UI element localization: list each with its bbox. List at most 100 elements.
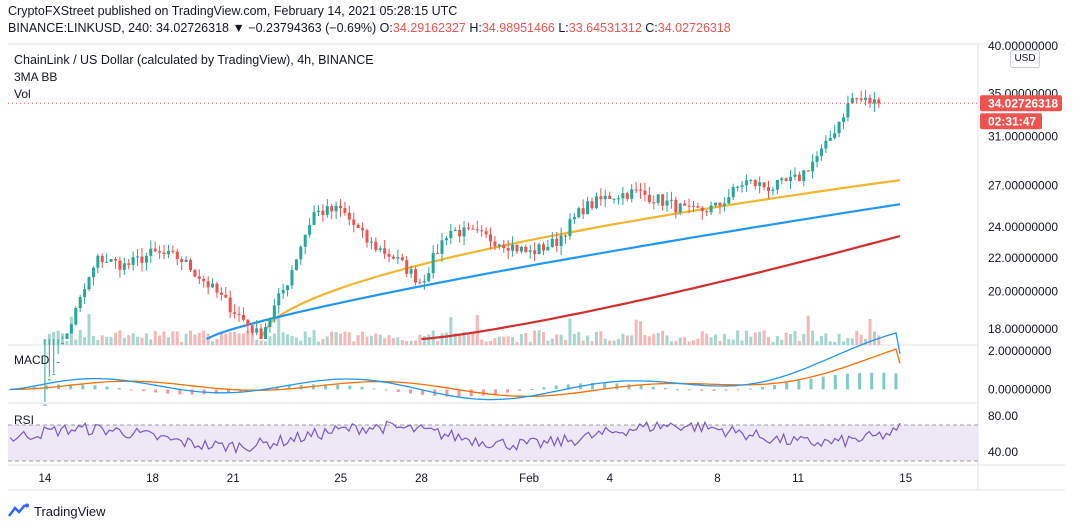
moving-averages <box>205 179 901 341</box>
volume-bar <box>352 341 356 345</box>
candle-body <box>391 256 395 259</box>
candle-body <box>656 194 660 203</box>
volume-bar <box>330 331 334 345</box>
indicator-vol[interactable]: Vol <box>14 87 31 101</box>
candle-body <box>665 200 669 206</box>
macd-histogram-bar <box>287 385 291 390</box>
price-change: 34.02726318 ▼ −0.23794363 (−0.69%) <box>155 21 377 35</box>
price-axis-tick: 20.00000000 <box>988 285 1058 299</box>
ohlc-header: BINANCE:LINKUSD, 240: 34.02726318 ▼ −0.2… <box>8 21 731 35</box>
candle-body <box>219 292 223 295</box>
macd-histogram-bar <box>384 389 388 391</box>
candle-body <box>528 250 532 252</box>
volume-bar <box>714 334 718 345</box>
candle-body <box>572 217 576 220</box>
volume-bar <box>365 336 369 345</box>
volume-bar <box>343 331 347 345</box>
volume-bar <box>383 338 387 345</box>
candle-body <box>343 208 347 213</box>
volume-bar <box>775 336 779 345</box>
volume-bar <box>528 341 532 345</box>
tradingview-brand[interactable]: TradingView <box>8 503 106 520</box>
candle-body <box>758 182 762 187</box>
candle-body <box>356 224 360 228</box>
candle-body <box>171 250 175 252</box>
volume-bar <box>581 340 585 345</box>
symbol-interval: BINANCE:LINKUSD, 240 <box>8 21 150 35</box>
volume-bar <box>533 330 537 345</box>
candle-body <box>625 193 629 199</box>
moving-average-line <box>421 234 901 341</box>
volume-bar <box>877 335 881 345</box>
candle-body <box>506 248 510 251</box>
volume-bar <box>541 331 545 345</box>
candle-body <box>202 278 206 282</box>
volume-bar <box>131 333 135 345</box>
rsi-title[interactable]: RSI <box>14 413 35 427</box>
candle-body <box>683 203 687 206</box>
volume-bar <box>215 338 219 345</box>
time-axis-tick: 25 <box>334 473 347 485</box>
candle-body <box>674 199 678 213</box>
volume-bar <box>665 335 669 345</box>
candle-body <box>872 99 876 104</box>
candle-body <box>255 328 259 333</box>
volume-bar <box>334 332 338 345</box>
candle-body <box>158 251 162 253</box>
macd-histogram-bar <box>69 384 73 390</box>
volume-bar <box>859 334 863 345</box>
candle-body <box>489 234 493 242</box>
volume-bar <box>294 337 298 345</box>
candle-body <box>277 293 281 306</box>
volume-bar <box>237 333 241 345</box>
macd-histogram-bar <box>142 389 145 392</box>
candle-body <box>352 219 356 225</box>
candle-body <box>78 297 82 308</box>
candle-body <box>193 270 197 277</box>
candle-body <box>330 206 334 212</box>
candle-body <box>264 327 268 339</box>
macd-histogram-bar <box>336 384 340 390</box>
indicator-3ma-bb[interactable]: 3MA BB <box>14 70 58 84</box>
candle-body <box>250 325 254 333</box>
candle-body <box>608 195 612 199</box>
volume-bar <box>625 335 629 345</box>
volume-bar <box>356 335 360 345</box>
volume-bar <box>458 333 462 345</box>
candle-body <box>493 241 497 247</box>
volume-bar <box>758 331 762 345</box>
macd-histogram-bar <box>324 384 328 390</box>
rsi-axis-tick: 40.00 <box>988 445 1018 459</box>
currency-button[interactable]: USD <box>1010 50 1040 68</box>
macd-histogram-bar <box>518 389 522 391</box>
volume-bar <box>193 334 197 345</box>
volume-bar <box>61 333 65 345</box>
time-axis-tick: 8 <box>714 473 720 485</box>
macd-title[interactable]: MACD <box>14 353 50 367</box>
candle-body <box>241 314 245 320</box>
volume-bar <box>405 340 409 345</box>
candle-body <box>409 269 413 274</box>
candle-body <box>744 180 748 186</box>
candle-body <box>175 251 179 260</box>
volume-bar <box>718 340 722 345</box>
candle-body <box>691 205 695 207</box>
volume-bar <box>506 336 510 345</box>
volume-bar <box>440 333 444 345</box>
volume-bar <box>683 337 687 345</box>
volume-bar <box>789 333 793 345</box>
candle-body <box>864 97 868 101</box>
volume-bar <box>462 331 466 345</box>
macd-histogram-bar <box>166 389 170 394</box>
macd-histogram-bar <box>457 389 461 397</box>
candle-body <box>705 211 709 213</box>
volume-bar <box>837 333 841 345</box>
volume-bar <box>864 338 868 345</box>
last-price-tag: 34.02726318 02:31:47 <box>980 95 1062 130</box>
volume-bar <box>842 341 846 345</box>
macd-histogram-bar <box>396 389 400 392</box>
volume-bar <box>586 335 590 345</box>
macd-histogram-bar <box>591 382 595 390</box>
candle-body <box>211 283 215 288</box>
